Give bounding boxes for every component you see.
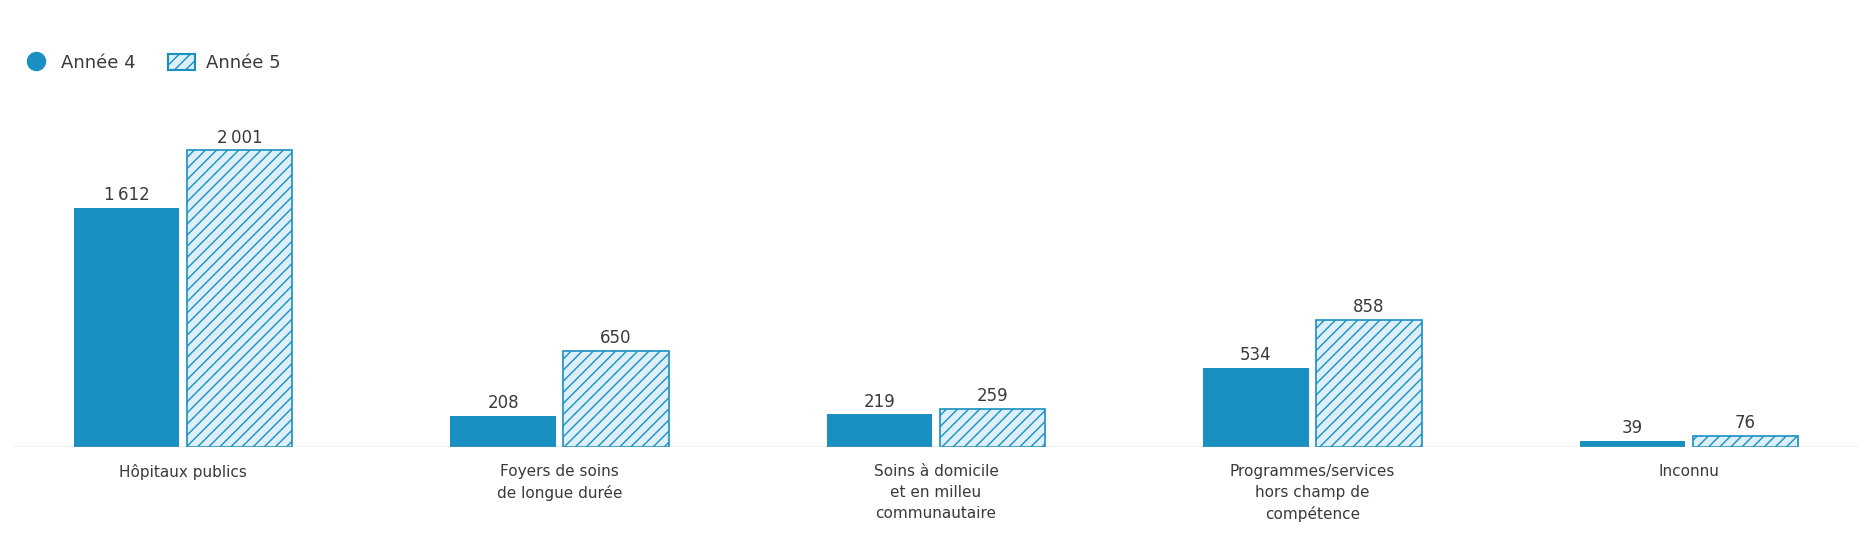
Text: 650: 650 bbox=[601, 329, 633, 347]
Bar bbox=[940, 408, 1045, 447]
Bar bbox=[1580, 441, 1685, 447]
Text: 858: 858 bbox=[1353, 298, 1385, 316]
Bar bbox=[1692, 436, 1797, 447]
Text: 208: 208 bbox=[487, 394, 519, 412]
Text: 1 612: 1 612 bbox=[105, 186, 150, 204]
Bar bbox=[827, 414, 932, 447]
Bar bbox=[451, 416, 556, 447]
Bar bbox=[75, 208, 180, 447]
Bar bbox=[563, 351, 668, 447]
Text: 39: 39 bbox=[1621, 420, 1644, 437]
Bar bbox=[187, 150, 292, 447]
Text: 76: 76 bbox=[1735, 414, 1756, 432]
Text: 2 001: 2 001 bbox=[217, 129, 262, 146]
Bar bbox=[1316, 320, 1421, 447]
Text: 219: 219 bbox=[863, 393, 895, 411]
Text: 534: 534 bbox=[1239, 346, 1271, 364]
Text: 259: 259 bbox=[977, 387, 1009, 405]
Legend: Année 4, Année 5: Année 4, Année 5 bbox=[22, 54, 281, 72]
Bar bbox=[1204, 368, 1309, 447]
